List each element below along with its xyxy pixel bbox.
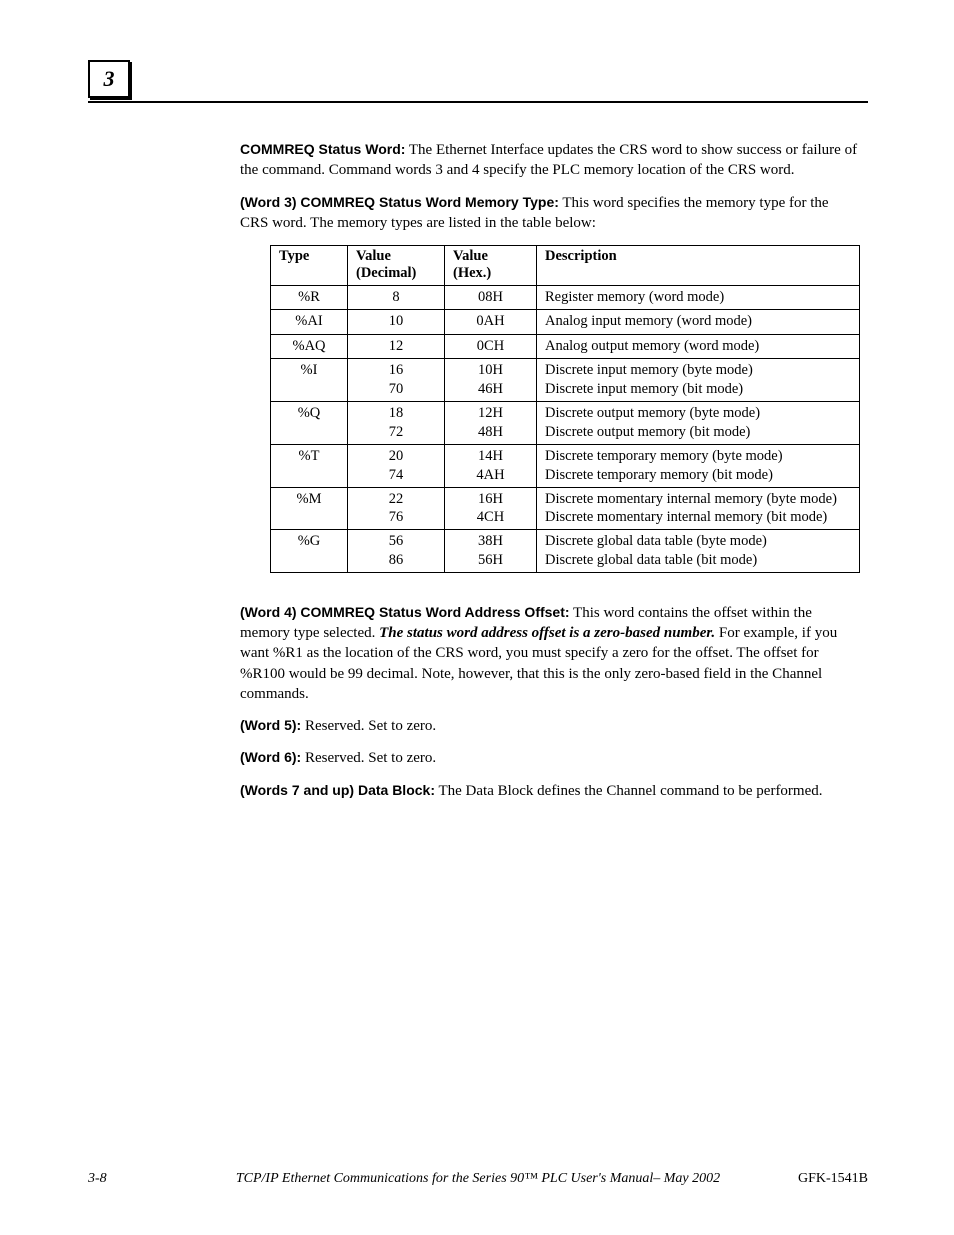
cell-valdec: 5686: [348, 530, 445, 573]
cell-valdec: 12: [348, 334, 445, 359]
para-word3: (Word 3) COMMREQ Status Word Memory Type…: [240, 193, 860, 234]
cell-desc: Discrete global data table (byte mode)Di…: [537, 530, 860, 573]
table-row: %AQ120CHAnalog output memory (word mode): [271, 334, 860, 359]
page-body: COMMREQ Status Word: The Ethernet Interf…: [240, 140, 860, 813]
cell-type: %Q: [271, 402, 348, 445]
cell-type: %R: [271, 285, 348, 310]
text-word5: Reserved. Set to zero.: [305, 718, 436, 734]
lead-word3: (Word 3) COMMREQ Status Word Memory Type…: [240, 194, 559, 210]
table-row: %Q187212H48HDiscrete output memory (byte…: [271, 402, 860, 445]
table-row: %I167010H46HDiscrete input memory (byte …: [271, 359, 860, 402]
header-rule: [88, 101, 868, 103]
chapter-number-box: 3: [88, 60, 130, 98]
cell-valhex: 0AH: [445, 310, 537, 335]
para-word6: (Word 6): Reserved. Set to zero.: [240, 748, 860, 768]
table-row: %T207414H4AHDiscrete temporary memory (b…: [271, 444, 860, 487]
th-valdec: Value (Decimal): [348, 246, 445, 286]
cell-desc: Analog output memory (word mode): [537, 334, 860, 359]
cell-type: %I: [271, 359, 348, 402]
cell-valdec: 8: [348, 285, 445, 310]
lead-word6: (Word 6):: [240, 749, 301, 765]
cell-desc: Discrete input memory (byte mode)Discret…: [537, 359, 860, 402]
cell-type: %AI: [271, 310, 348, 335]
lead-word4: (Word 4) COMMREQ Status Word Address Off…: [240, 604, 570, 620]
footer-manual-title: TCP/IP Ethernet Communications for the S…: [88, 1171, 868, 1187]
table-header-row: Type Value (Decimal) Value (Hex.) Descri…: [271, 246, 860, 286]
page-footer: 3-8 GFK-1541B TCP/IP Ethernet Communicat…: [88, 1171, 868, 1187]
cell-valdec: 1670: [348, 359, 445, 402]
cell-type: %AQ: [271, 334, 348, 359]
para-word4: (Word 4) COMMREQ Status Word Address Off…: [240, 603, 860, 704]
cell-valhex: 10H46H: [445, 359, 537, 402]
cell-valdec: 10: [348, 310, 445, 335]
th-type: Type: [271, 246, 348, 286]
text-word6: Reserved. Set to zero.: [305, 750, 436, 766]
para-word5: (Word 5): Reserved. Set to zero.: [240, 716, 860, 736]
cell-type: %G: [271, 530, 348, 573]
para-commreq-status: COMMREQ Status Word: The Ethernet Interf…: [240, 140, 860, 181]
table-row: %G568638H56HDiscrete global data table (…: [271, 530, 860, 573]
lead-word5: (Word 5):: [240, 717, 301, 733]
cell-desc: Analog input memory (word mode): [537, 310, 860, 335]
table-row: %M227616H4CHDiscrete momentary internal …: [271, 487, 860, 530]
text-words7: The Data Block defines the Channel comma…: [438, 783, 822, 799]
lead-words7: (Words 7 and up) Data Block:: [240, 782, 435, 798]
cell-valhex: 08H: [445, 285, 537, 310]
cell-valdec: 2074: [348, 444, 445, 487]
cell-desc: Discrete momentary internal memory (byte…: [537, 487, 860, 530]
lead-commreq-status: COMMREQ Status Word:: [240, 141, 405, 157]
th-desc: Description: [537, 246, 860, 286]
table-row: %R808HRegister memory (word mode): [271, 285, 860, 310]
cell-valhex: 16H4CH: [445, 487, 537, 530]
text-word4-italic: The status word address offset is a zero…: [379, 625, 715, 641]
para-words7: (Words 7 and up) Data Block: The Data Bl…: [240, 781, 860, 801]
cell-valhex: 14H4AH: [445, 444, 537, 487]
cell-desc: Discrete output memory (byte mode)Discre…: [537, 402, 860, 445]
th-valhex: Value (Hex.): [445, 246, 537, 286]
cell-desc: Register memory (word mode): [537, 285, 860, 310]
cell-valhex: 12H48H: [445, 402, 537, 445]
table-row: %AI100AHAnalog input memory (word mode): [271, 310, 860, 335]
cell-valhex: 38H56H: [445, 530, 537, 573]
memory-type-table: Type Value (Decimal) Value (Hex.) Descri…: [270, 245, 860, 573]
cell-valhex: 0CH: [445, 334, 537, 359]
cell-type: %T: [271, 444, 348, 487]
cell-valdec: 2276: [348, 487, 445, 530]
cell-desc: Discrete temporary memory (byte mode)Dis…: [537, 444, 860, 487]
cell-valdec: 1872: [348, 402, 445, 445]
cell-type: %M: [271, 487, 348, 530]
